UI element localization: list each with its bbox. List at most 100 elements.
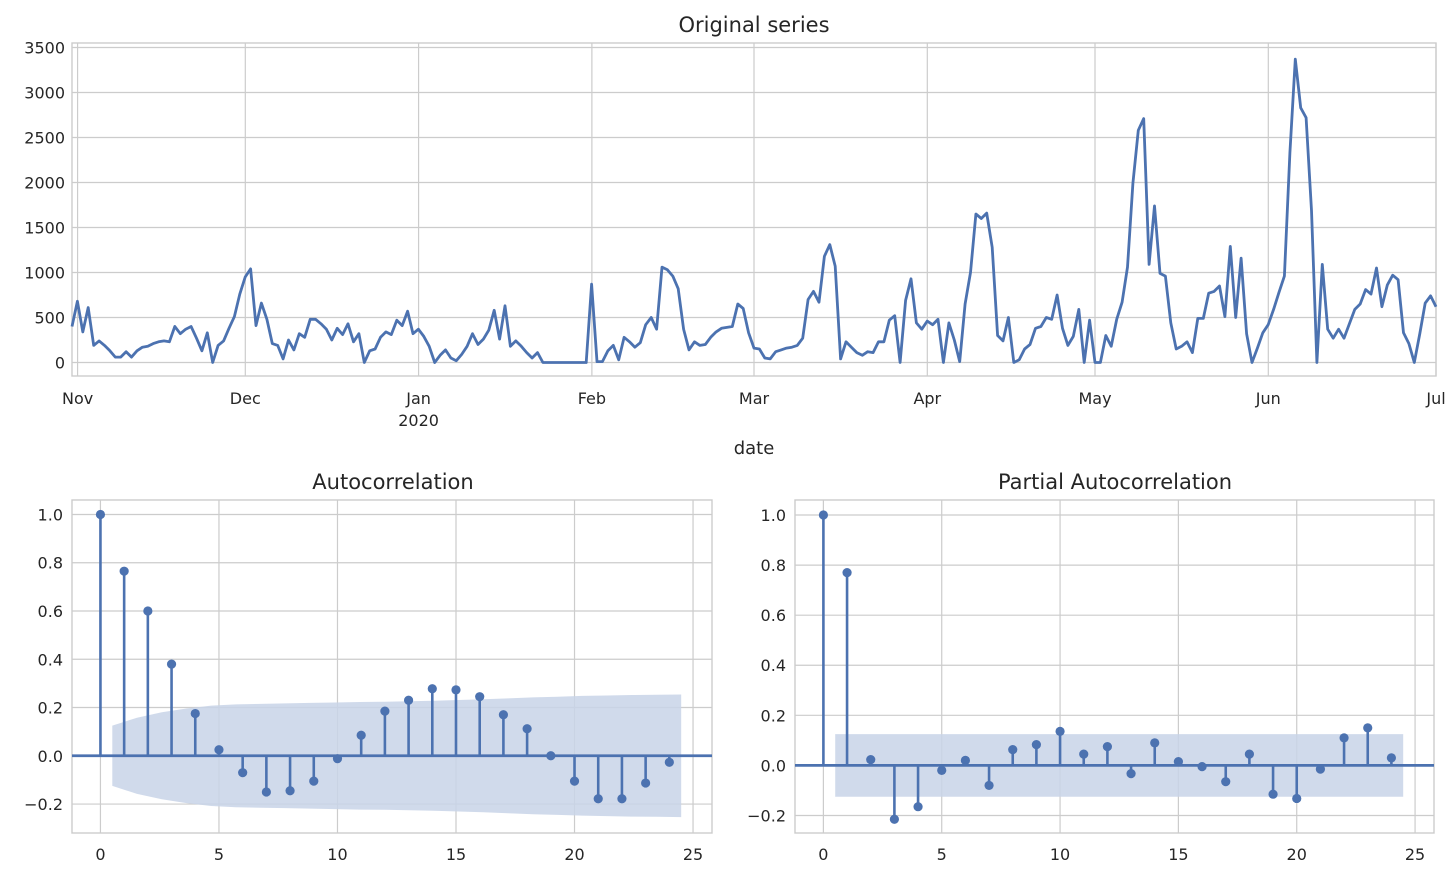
y-tick-label: −0.2	[747, 806, 786, 825]
stem-marker	[1268, 789, 1278, 799]
y-tick-label: 2000	[24, 174, 65, 193]
x-tick-label: Jul	[1425, 389, 1445, 408]
series-line	[70, 57, 1438, 364]
stem-marker	[1173, 757, 1183, 767]
stem-marker	[960, 755, 971, 765]
stem-marker	[569, 776, 580, 786]
stem-marker	[403, 695, 414, 705]
stem-marker	[866, 755, 876, 765]
y-tick-label: 1000	[24, 264, 65, 283]
x-tick-label: Feb	[578, 389, 606, 408]
stem-marker	[1055, 726, 1065, 736]
y-tick-label: 0.0	[38, 747, 63, 766]
stem-marker	[1315, 764, 1325, 774]
x-tick-label: 20	[1287, 845, 1307, 864]
stem-marker	[522, 724, 532, 734]
stem-marker	[190, 708, 200, 719]
y-tick-label: 2500	[24, 129, 65, 148]
plot-frame	[71, 499, 713, 834]
stem-marker	[984, 780, 994, 791]
x-tick-label: 5	[214, 845, 224, 864]
pacf-title: Partial Autocorrelation	[998, 470, 1232, 494]
x-tick-label: 5	[937, 845, 947, 864]
stem-marker	[143, 606, 153, 616]
stem-marker	[309, 776, 319, 786]
stem-marker	[1126, 769, 1136, 779]
stem-marker	[913, 802, 923, 812]
stem-marker	[1221, 777, 1231, 787]
x-tick-label: Jan	[405, 389, 431, 408]
y-tick-label: 0.2	[761, 706, 786, 725]
y-tick-label: 0.0	[761, 756, 786, 775]
stem-marker	[95, 509, 106, 520]
stem-marker	[332, 754, 343, 764]
y-tick-label: 0.8	[761, 556, 786, 575]
stem-marker	[617, 794, 627, 804]
stem-marker	[380, 706, 390, 716]
stem-marker	[1197, 762, 1207, 772]
x-tick-label: May	[1078, 389, 1111, 408]
acf-title: Autocorrelation	[312, 470, 473, 494]
x-tick-label: 15	[446, 845, 466, 864]
x-tick-label: 20	[564, 845, 584, 864]
y-tick-label: 0.2	[38, 699, 63, 718]
stem-marker	[1244, 749, 1254, 759]
stem-marker	[842, 568, 852, 578]
stem-marker	[1386, 753, 1396, 763]
x-tick-label: 0	[818, 845, 828, 864]
x-tick-label: Apr	[913, 389, 941, 408]
y-tick-label: 1.0	[761, 506, 786, 525]
stem-marker	[119, 566, 129, 576]
stem-marker	[427, 684, 437, 694]
plot-frame	[794, 499, 1435, 834]
stem-marker	[641, 778, 651, 788]
plot-frame	[71, 42, 1437, 377]
y-tick-label: 0.6	[761, 606, 786, 625]
original-series-xlabel: date	[734, 438, 775, 459]
y-tick-label: 500	[34, 309, 65, 328]
stem-marker	[1363, 723, 1373, 733]
autocorrelation-plot: Autocorrelation −0.2 0.0 0.2 0.4 0.6 0.8 1.0 0 5…	[24, 470, 713, 864]
stem-marker	[356, 730, 366, 740]
x-tick-label: Dec	[230, 389, 261, 408]
x-tick-label: Nov	[62, 389, 93, 408]
stem-marker	[1339, 733, 1349, 743]
stem-marker	[1292, 793, 1302, 804]
stem-marker	[475, 692, 485, 702]
y-tick-label: 0	[55, 354, 65, 373]
stem-marker	[261, 787, 271, 797]
stem-marker	[593, 794, 603, 804]
stem-marker	[664, 757, 674, 767]
partial-autocorrelation-plot: Partial Autocorrelation −0.2 0.0 0.2 0.4 0.6…	[747, 470, 1435, 864]
stem-marker	[451, 685, 461, 695]
y-tick-label: 0.4	[38, 650, 63, 669]
stem-marker	[937, 765, 947, 776]
y-tick-label: 0.6	[38, 602, 63, 621]
original-series-title: Original series	[678, 13, 829, 37]
stem-marker	[1102, 742, 1112, 752]
x-tick-label: 10	[327, 845, 347, 864]
stem-marker	[214, 745, 224, 755]
stem-marker	[818, 510, 829, 520]
stem-marker	[1079, 749, 1089, 759]
x-tick-label: Mar	[739, 389, 770, 408]
x-tick-label: Jun	[1255, 389, 1281, 408]
stem-marker	[1031, 740, 1041, 750]
stem-marker	[1150, 738, 1160, 748]
stem-marker	[1008, 745, 1018, 755]
x-tick-label: 25	[1405, 845, 1425, 864]
y-tick-label: 3500	[24, 39, 65, 58]
stem-marker	[285, 786, 295, 796]
y-tick-label: 3000	[24, 84, 65, 103]
stem-marker	[498, 710, 509, 720]
x-tick-sublabel: 2020	[398, 411, 439, 430]
x-tick-label: 10	[1050, 845, 1070, 864]
x-tick-label: 15	[1168, 845, 1188, 864]
y-tick-label: 0.8	[38, 554, 63, 573]
stem-marker	[238, 768, 248, 778]
stem-marker	[889, 814, 900, 824]
y-tick-label: 0.4	[761, 656, 786, 675]
x-tick-label: 25	[683, 845, 703, 864]
y-tick-label: −0.2	[24, 795, 63, 814]
